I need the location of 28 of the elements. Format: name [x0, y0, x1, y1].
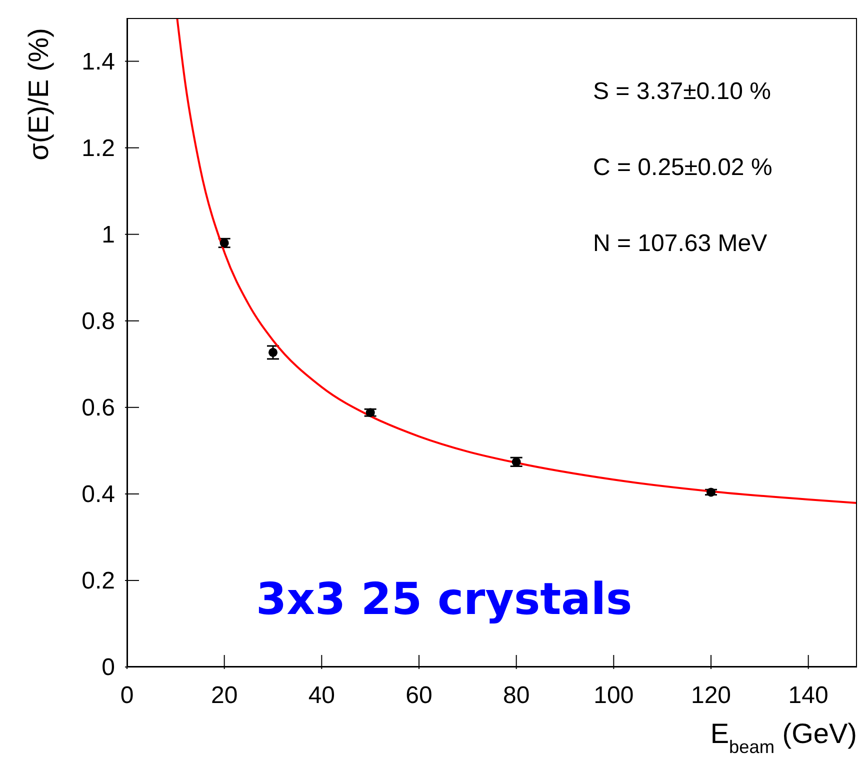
x-tick-label: 60 — [406, 682, 432, 709]
y-tick-label: 0.4 — [82, 480, 115, 508]
x-tick-label: 140 — [788, 682, 828, 709]
point — [268, 348, 278, 357]
y-tick-label: 0 — [102, 654, 115, 681]
annotation: C = 0.25±0.02 % — [593, 154, 772, 182]
annotation: 3x3 25 crystals — [256, 574, 632, 625]
annotation: N = 107.63 MeV — [593, 230, 768, 258]
x-tick-label: 100 — [594, 682, 634, 709]
point — [706, 488, 716, 497]
y-tick-label: 1.2 — [82, 134, 115, 162]
point — [366, 408, 375, 418]
line-series — [176, 18, 857, 504]
y-tick-label: 0.8 — [82, 308, 115, 335]
y-tick-label: 0.2 — [82, 567, 115, 594]
y-tick-label: 1 — [102, 221, 115, 248]
x-axis-title: E$_{beam}$ (GeV) — [710, 718, 857, 757]
y-axis-title: σ(E)/E (%) — [23, 28, 54, 160]
y-tick-label: 1.4 — [82, 48, 115, 76]
point — [512, 457, 521, 466]
x-tick-label: 80 — [502, 682, 530, 709]
annotation: S = 3.37±0.10 % — [593, 78, 771, 106]
x-tick-label: 40 — [308, 682, 336, 709]
y-tick-label: 0.6 — [82, 394, 115, 422]
x-tick-label: 0 — [120, 682, 134, 709]
x-tick-label: 20 — [210, 682, 238, 709]
point — [220, 238, 229, 248]
x-tick-label: 120 — [690, 682, 732, 709]
